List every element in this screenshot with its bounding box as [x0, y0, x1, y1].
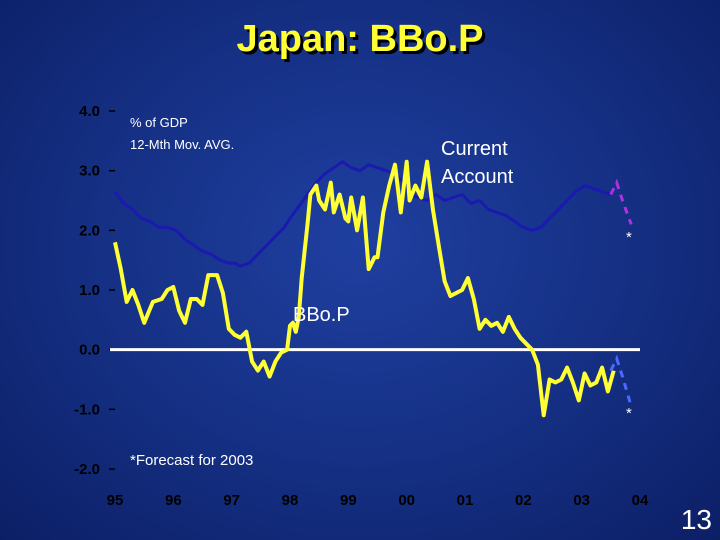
- y-tick-label: 4.0: [79, 103, 100, 120]
- current-account-label-line2: Account: [441, 166, 514, 188]
- x-tick-label: 00: [398, 492, 415, 509]
- x-tick-label: 98: [282, 492, 299, 509]
- y-tick-label: -2.0: [74, 461, 100, 478]
- x-tick-label: 97: [223, 492, 240, 509]
- x-axis-ticks: 95 96 97 98 99 00 01 02 03 04: [107, 492, 649, 509]
- forecast-asterisk: *: [626, 229, 632, 246]
- bbop-line: [113, 159, 616, 418]
- current-account-line: [113, 160, 612, 268]
- y-tick-label: 0.0: [79, 342, 100, 359]
- y-tick-label: -1.0: [74, 401, 100, 418]
- bbop-forecast-line: [609, 354, 633, 407]
- page-number: 13: [680, 504, 712, 535]
- x-tick-label: 01: [457, 492, 474, 509]
- y-tick-label: 2.0: [79, 222, 100, 239]
- x-tick-label: 95: [107, 492, 124, 509]
- series-lines: [110, 159, 640, 418]
- moving-average-label: 12-Mth Mov. AVG.: [130, 137, 234, 152]
- x-tick-label: 99: [340, 492, 357, 509]
- y-tick-label: 3.0: [79, 163, 100, 180]
- y-axis-ticks: 4.0 3.0 2.0 1.0 0.0 -1.0 -2.0: [74, 103, 115, 478]
- current-account-label: Current: [441, 138, 508, 160]
- y-tick-label: 1.0: [79, 282, 100, 299]
- x-tick-label: 96: [165, 492, 182, 509]
- units-label: % of GDP: [130, 115, 188, 130]
- page-title: Japan: BBo.P: [236, 18, 484, 60]
- forecast-asterisk: *: [626, 405, 632, 422]
- plot-area: [115, 111, 640, 469]
- bbop-label: BBo.P: [293, 304, 350, 326]
- current-account-forecast-line: [609, 178, 633, 225]
- x-tick-label: 02: [515, 492, 532, 509]
- forecast-note: *Forecast for 2003: [130, 452, 253, 469]
- x-tick-label: 03: [573, 492, 590, 509]
- x-tick-label: 04: [632, 492, 649, 509]
